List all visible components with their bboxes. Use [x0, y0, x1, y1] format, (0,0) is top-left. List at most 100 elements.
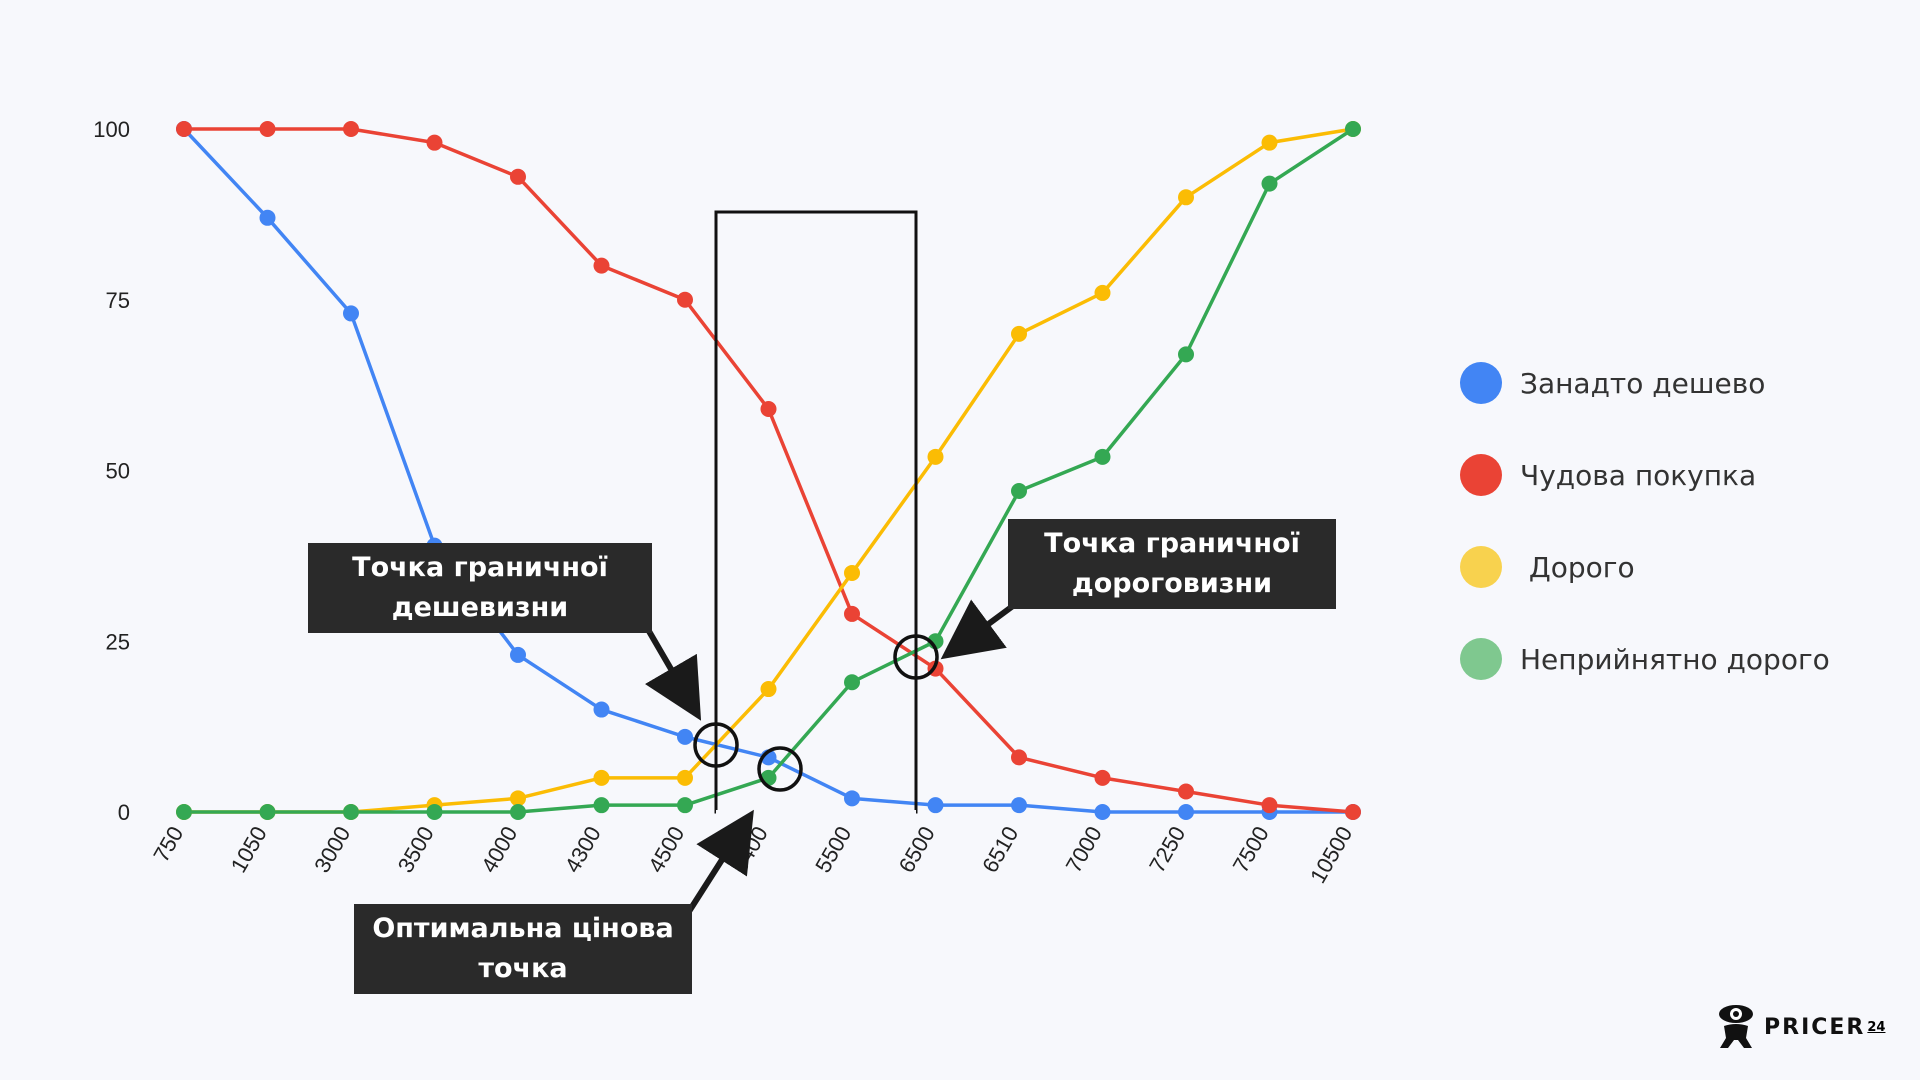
- data-point-s3-13: [1261, 175, 1278, 192]
- data-point-s1-10: [1011, 749, 1027, 766]
- data-point-s0-6: [677, 728, 693, 745]
- x-tick-label: 4300: [560, 822, 606, 877]
- callout-marginal-cheapness: Точка граничної дешевизни: [308, 543, 652, 633]
- x-tick-label: 5500: [810, 822, 856, 877]
- data-point-s3-6: [677, 797, 693, 814]
- series-points: [176, 121, 1361, 820]
- legend-dot-too-cheap: [1460, 362, 1502, 404]
- data-point-s1-7: [760, 401, 777, 418]
- data-point-s2-11: [1094, 284, 1111, 301]
- arrow-optimal: [685, 809, 754, 915]
- x-tick-label: 750: [148, 822, 188, 866]
- chart-legend: Занадто дешево Чудова покупка Дорого Неп…: [1460, 362, 1830, 680]
- x-tick-label: 3500: [393, 822, 439, 877]
- legend-label-too-cheap: Занадто дешево: [1520, 366, 1766, 400]
- data-point-s1-11: [1094, 769, 1111, 786]
- data-point-s3-11: [1094, 448, 1111, 465]
- data-point-s2-12: [1178, 189, 1194, 206]
- data-point-s3-14: [1345, 121, 1361, 137]
- callout-marginal-expensiveness: Точка граничної дороговизни: [1008, 519, 1336, 609]
- data-point-s0-10: [1011, 797, 1027, 814]
- legend-label-expensive: Дорого: [1520, 550, 1635, 584]
- data-point-s1-4: [510, 168, 526, 185]
- data-point-s2-9: [927, 448, 944, 465]
- data-point-s1-8: [844, 605, 860, 622]
- data-point-s1-6: [677, 291, 693, 308]
- logo-text: PRICER: [1764, 1014, 1866, 1040]
- data-point-s0-11: [1094, 804, 1111, 820]
- data-point-s3-4: [510, 804, 526, 820]
- pricer24-logo: PRICER 24: [1716, 1004, 1885, 1050]
- x-tick-label: 1050: [226, 822, 272, 877]
- data-point-s1-0: [176, 121, 192, 137]
- spy-eye-icon: [1719, 1005, 1753, 1048]
- legend-label-unacceptably-expensive: Неприйнятно дорого: [1520, 642, 1830, 676]
- y-tick-label: 50: [106, 459, 130, 484]
- x-tick-label: 6510: [977, 822, 1023, 877]
- series-lines: [182, 127, 1354, 814]
- x-tick-label: 4500: [643, 822, 689, 877]
- data-point-s3-8: [844, 674, 860, 691]
- callout-cheapness-line2: дешевизни: [391, 592, 569, 623]
- x-tick-label: 10500: [1305, 822, 1357, 887]
- data-point-s2-7: [760, 681, 777, 698]
- callout-optimal-line2: точка: [478, 953, 568, 984]
- y-tick-label: 100: [93, 117, 130, 142]
- x-tick-label: 7250: [1144, 822, 1190, 877]
- logo-superscript: 24: [1867, 1019, 1886, 1035]
- callout-expensiveness-line2: дороговизни: [1071, 568, 1273, 599]
- legend-item-too-cheap: Занадто дешево: [1460, 362, 1830, 404]
- x-tick-label: 5400: [727, 822, 773, 877]
- point-marginal-cheapness-marker: [693, 722, 739, 768]
- series-line-2: [184, 127, 1354, 814]
- x-axis: 750 1050 3000 3500 4000 4300 4500 5400 5500 6500 6…: [148, 822, 1357, 887]
- data-point-s0-8: [844, 790, 860, 807]
- data-point-s0-12: [1178, 804, 1194, 820]
- x-tick-label: 7500: [1228, 822, 1274, 877]
- legend-item-great-buy: Чудова покупка: [1460, 454, 1830, 496]
- data-point-s0-9: [927, 797, 944, 814]
- callout-optimal-line1: Оптимальна цінова: [372, 913, 674, 944]
- y-axis: 0 25 50 75 100: [93, 117, 130, 825]
- legend-item-unacceptably-expensive: Неприйнятно дорого: [1460, 638, 1830, 680]
- data-point-s0-5: [593, 701, 610, 718]
- y-tick-label: 25: [106, 629, 130, 654]
- series-line-1: [184, 127, 1354, 814]
- data-point-s3-3: [426, 804, 443, 820]
- data-point-s0-4: [510, 646, 526, 663]
- legend-dot-unacceptably-expensive: [1460, 638, 1502, 680]
- legend-item-expensive: Дорого: [1460, 546, 1830, 588]
- callout-optimal-price-point: Оптимальна цінова точка: [354, 904, 692, 994]
- legend-dot-expensive: [1460, 546, 1502, 588]
- x-tick-label: 4000: [476, 822, 522, 877]
- data-point-s3-2: [343, 804, 359, 820]
- data-point-s1-5: [593, 257, 610, 274]
- legend-dot-great-buy: [1460, 454, 1502, 496]
- data-point-s2-5: [593, 769, 610, 786]
- series-line-0: [182, 127, 1353, 814]
- data-point-s1-2: [343, 121, 359, 137]
- data-point-s1-3: [426, 134, 443, 151]
- data-point-s2-10: [1011, 325, 1027, 342]
- y-tick-label: 75: [106, 288, 130, 313]
- data-point-s3-1: [259, 804, 276, 820]
- y-tick-label: 0: [118, 800, 130, 825]
- data-point-s3-12: [1178, 346, 1194, 363]
- x-tick-label: 6500: [894, 822, 940, 877]
- data-point-s3-0: [176, 804, 192, 820]
- data-point-s0-2: [343, 305, 359, 322]
- data-point-s2-6: [677, 769, 693, 786]
- data-point-s2-13: [1261, 134, 1278, 151]
- legend-label-great-buy: Чудова покупка: [1520, 458, 1757, 492]
- point-marginal-expensiveness-marker: [893, 634, 939, 680]
- data-point-s3-10: [1011, 482, 1027, 499]
- data-point-s2-4: [510, 790, 526, 807]
- data-point-s1-14: [1345, 804, 1361, 820]
- optimal-price-point-marker: [757, 746, 803, 792]
- data-point-s1-1: [259, 121, 276, 137]
- data-point-s3-5: [593, 797, 610, 814]
- data-point-s2-8: [844, 564, 860, 581]
- data-point-s0-1: [259, 209, 276, 226]
- data-point-s1-12: [1178, 783, 1194, 800]
- callout-cheapness-line1: Точка граничної: [352, 552, 608, 583]
